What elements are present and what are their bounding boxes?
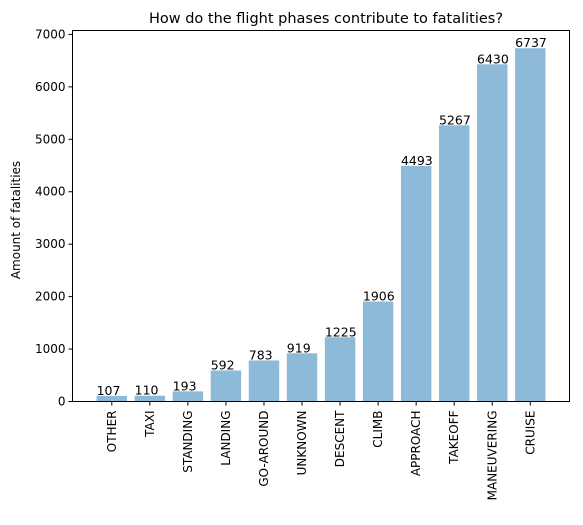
x-tick-label: LANDING bbox=[219, 411, 233, 466]
bar-descent bbox=[324, 337, 356, 402]
data-labels-group: 107 110 193 592 783 919 1225 1906 4493 5267 6430 67… bbox=[97, 35, 547, 398]
x-tick-label: DESCENT bbox=[333, 410, 347, 467]
y-tick-label: 2000 bbox=[35, 290, 66, 304]
y-axis-label: Amount of fatalities bbox=[9, 161, 23, 279]
x-axis: OTHER TAXI STANDING LANDING GO-AROUND UNKNOWN… bbox=[105, 401, 537, 501]
data-label-takeoff: 5267 bbox=[439, 112, 471, 127]
x-tick-label: APPROACH bbox=[409, 411, 423, 477]
bar-approach bbox=[400, 165, 432, 402]
bar-unknown bbox=[286, 353, 318, 402]
y-tick-label: 5000 bbox=[35, 132, 66, 146]
x-tick-label: MANEUVERING bbox=[485, 411, 499, 501]
x-tick-label: CRUISE bbox=[523, 411, 537, 455]
bars-group bbox=[96, 48, 546, 402]
bar-cruise bbox=[515, 48, 546, 402]
y-tick-label: 1000 bbox=[35, 342, 66, 356]
data-label-standing: 193 bbox=[173, 378, 197, 393]
data-label-other: 107 bbox=[97, 383, 121, 398]
chart-title: How do the flight phases contribute to f… bbox=[149, 11, 503, 27]
data-label-go-around: 783 bbox=[249, 347, 273, 362]
x-tick-label: GO-AROUND bbox=[257, 411, 271, 487]
x-tick-label: CLIMB bbox=[371, 411, 385, 448]
data-label-maneuvering: 6430 bbox=[477, 51, 509, 66]
y-tick-label: 7000 bbox=[35, 27, 66, 41]
y-tick-label: 6000 bbox=[35, 80, 66, 94]
data-label-approach: 4493 bbox=[401, 153, 433, 168]
bar-landing bbox=[210, 370, 242, 402]
bar-maneuvering bbox=[477, 64, 508, 402]
bar-other bbox=[96, 395, 128, 402]
bar-climb bbox=[362, 301, 394, 402]
x-tick-label: STANDING bbox=[181, 411, 195, 473]
bar-taxi bbox=[134, 395, 166, 402]
x-tick-label: UNKNOWN bbox=[295, 411, 309, 476]
y-tick-label: 4000 bbox=[35, 185, 66, 199]
bar-takeoff bbox=[438, 125, 470, 402]
bar-go-around bbox=[248, 360, 280, 402]
y-tick-label: 3000 bbox=[35, 237, 66, 251]
data-label-unknown: 919 bbox=[287, 340, 311, 355]
x-tick-label: TAXI bbox=[143, 411, 157, 438]
plot-frame bbox=[72, 30, 570, 402]
data-label-climb: 1906 bbox=[363, 289, 395, 304]
data-label-taxi: 110 bbox=[135, 383, 159, 398]
x-tick-label: OTHER bbox=[105, 411, 119, 453]
bar-standing bbox=[172, 391, 204, 402]
x-tick-label: TAKEOFF bbox=[447, 410, 461, 464]
y-axis: 0 1000 2000 3000 4000 5000 6000 7000 bbox=[35, 27, 73, 409]
data-label-descent: 1225 bbox=[325, 324, 357, 339]
y-tick-label: 0 bbox=[58, 395, 66, 409]
data-label-cruise: 6737 bbox=[515, 35, 547, 50]
data-label-landing: 592 bbox=[211, 357, 235, 372]
